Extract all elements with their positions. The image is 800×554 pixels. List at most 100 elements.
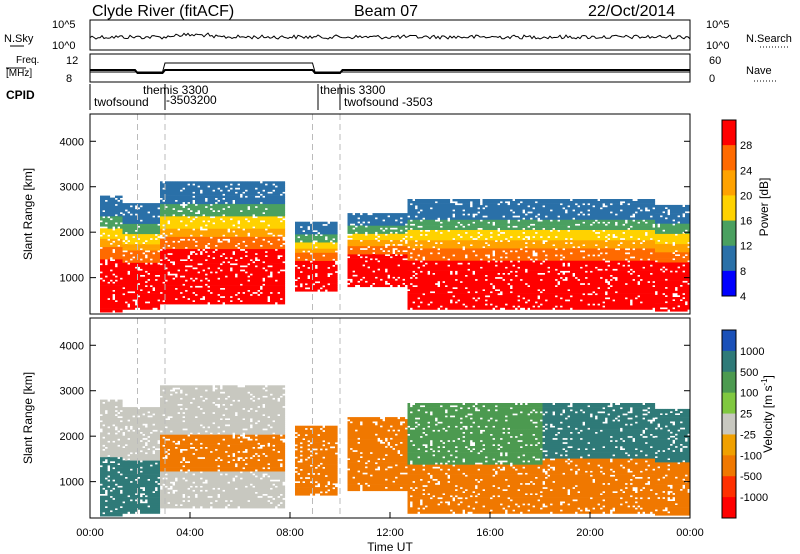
heatmap-cell — [190, 261, 193, 264]
heatmap-cell — [162, 240, 166, 243]
heatmap-cell — [335, 252, 338, 255]
heatmap-cell — [250, 250, 253, 254]
heatmap-cell — [367, 227, 371, 230]
heatmap-cell — [145, 223, 148, 226]
heatmap-cell — [200, 273, 203, 276]
heatmap-cell — [102, 197, 106, 200]
heatmap-cell — [220, 228, 223, 231]
heatmap-cell — [265, 299, 268, 303]
heatmap-cell — [207, 293, 211, 297]
heatmap-cell — [150, 215, 153, 218]
heatmap-cell — [142, 260, 146, 263]
heatmap-cell — [132, 250, 136, 253]
heatmap-cell — [267, 205, 271, 209]
heatmap-cell — [150, 217, 153, 220]
heatmap-cell — [382, 280, 386, 283]
heatmap-cell — [255, 287, 258, 290]
heatmap-cell — [115, 295, 118, 299]
heatmap-cell — [140, 242, 143, 245]
heatmap-cell — [142, 217, 146, 220]
heatmap-cell — [107, 240, 111, 243]
heatmap-cell — [347, 239, 351, 243]
heatmap-cell — [125, 229, 128, 233]
heatmap-cell — [180, 263, 183, 266]
heatmap-cell — [235, 242, 238, 245]
heatmap-cell — [160, 240, 163, 243]
heatmap-cell — [275, 191, 278, 194]
heatmap-cell — [262, 191, 266, 194]
heatmap-cell — [282, 299, 286, 303]
noise-left-tick-bottom: 10^0 — [52, 40, 76, 52]
heatmap-cell — [162, 193, 166, 196]
heatmap-cell — [185, 285, 188, 288]
heatmap-cell — [167, 254, 171, 258]
heatmap-cell — [370, 268, 373, 271]
heatmap-cell — [297, 244, 301, 247]
heatmap-cell — [195, 299, 198, 303]
heatmap-cell — [235, 205, 238, 209]
heatmap-cell — [250, 199, 253, 203]
heatmap-cell — [392, 213, 396, 216]
heatmap-cell — [332, 246, 336, 249]
heatmap-cell — [385, 225, 388, 228]
heatmap-cell — [117, 297, 121, 301]
heatmap-cell — [325, 274, 328, 278]
heatmap-cell — [137, 250, 141, 253]
heatmap-cell — [300, 262, 303, 265]
heatmap-cell — [307, 262, 311, 265]
heatmap-cell — [250, 263, 253, 266]
heatmap-cell — [182, 299, 186, 303]
heatmap-cell — [167, 293, 171, 297]
heatmap-cell — [322, 274, 326, 278]
heatmap-cell — [185, 183, 188, 186]
heatmap-cell — [137, 213, 141, 216]
heatmap-cell — [367, 219, 371, 222]
heatmap-cell — [312, 250, 316, 253]
heatmap-cell — [270, 224, 273, 227]
heatmap-cell — [112, 212, 116, 215]
heatmap-cell — [125, 227, 128, 230]
heatmap-cell — [347, 219, 351, 222]
heatmap-cell — [167, 195, 171, 198]
heatmap-cell — [202, 234, 206, 237]
heatmap-cell — [297, 262, 301, 265]
heatmap-cell — [117, 269, 121, 272]
heatmap-cell — [137, 270, 141, 273]
heatmap-cell — [352, 264, 356, 267]
heatmap-cell — [245, 199, 248, 203]
heatmap-cell — [125, 299, 128, 302]
heatmap-cell — [262, 193, 266, 196]
heatmap-cell — [240, 252, 243, 256]
heatmap-cell — [105, 299, 108, 303]
heatmap-cell — [265, 263, 268, 266]
heatmap-cell — [387, 266, 391, 269]
heatmap-cell — [320, 268, 323, 272]
heatmap-cell — [325, 221, 328, 225]
heatmap-cell — [277, 232, 281, 235]
heatmap-cell — [247, 283, 251, 286]
heatmap-cell — [395, 274, 398, 277]
heatmap-cell — [150, 225, 153, 228]
heatmap-cell — [122, 205, 126, 208]
heatmap-cell — [387, 217, 391, 220]
heatmap-cell — [130, 303, 133, 306]
heatmap-cell — [257, 183, 261, 186]
heatmap-cell — [282, 195, 286, 198]
heatmap-cell — [110, 224, 113, 227]
heatmap-cell — [222, 183, 226, 186]
heatmap-cell — [380, 266, 383, 269]
heatmap-cell — [190, 187, 193, 190]
heatmap-cell — [230, 207, 233, 211]
cpid-entry-3: themis 3300 — [320, 83, 386, 97]
heatmap-cell — [222, 228, 226, 231]
heatmap-cell — [107, 222, 111, 225]
heatmap-cell — [270, 252, 273, 256]
heatmap-cell — [395, 237, 398, 240]
heatmap-cell — [132, 239, 136, 243]
heatmap-cell — [212, 261, 216, 264]
heatmap-cell — [155, 305, 158, 308]
heatmap-cell — [315, 248, 318, 251]
heatmap-cell — [237, 302, 241, 305]
heatmap-cell — [170, 228, 173, 231]
heatmap-cell — [307, 285, 311, 288]
